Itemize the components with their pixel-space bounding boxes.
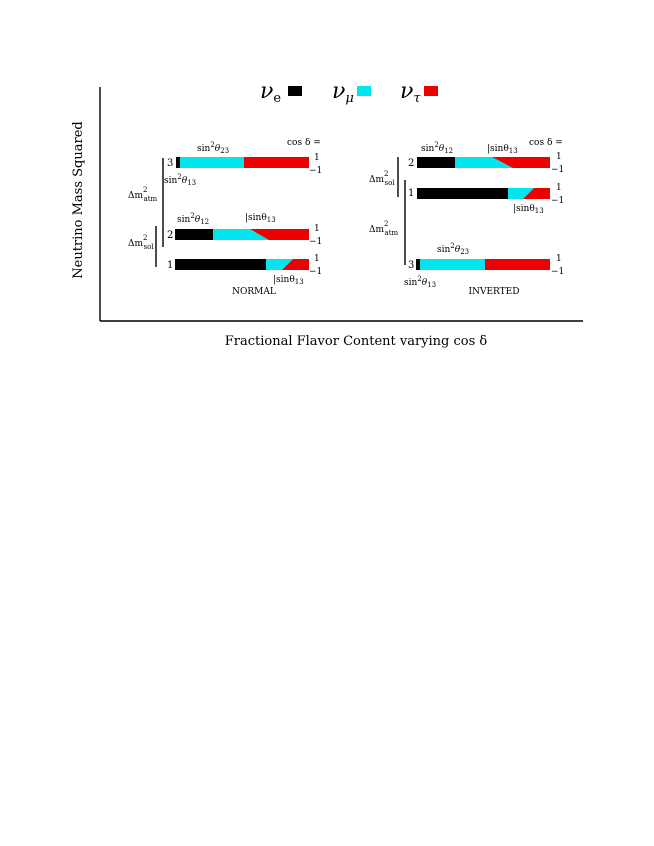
- inverted-l1-tau-segment: [523, 188, 550, 199]
- legend-nu-tau-swatch: [424, 86, 438, 96]
- normal-l3-cos-minus-one: −1: [309, 166, 322, 176]
- inverted-l1-cos-minus-one: −1: [551, 196, 564, 206]
- inverted-level-1-number: 1: [408, 188, 414, 199]
- inverted-l3-electron-segment: [416, 259, 420, 270]
- normal-l2-muon-segment: [213, 229, 269, 240]
- inverted-sin-theta13-label-b: |sinθ13: [513, 204, 544, 215]
- normal-dm-atm-label: Δm2 atm: [128, 186, 158, 203]
- normal-l1-electron-segment: [175, 259, 266, 270]
- inverted-dm-atm-label: Δm2 atm: [369, 220, 399, 237]
- inverted-sin2-theta13-label: sin2θ13: [404, 275, 436, 289]
- normal-l3-cos-one: 1: [314, 153, 320, 163]
- normal-level-1-bar: [175, 259, 309, 270]
- legend-nu-tau-label: ντ: [400, 79, 421, 106]
- inverted-level-3-bar: [416, 259, 550, 270]
- inverted-ordering-panel: sin2θ12 |sinθ13 cos δ = 2 1 −1 Δm2 sol Δm…: [369, 138, 564, 297]
- inverted-sin2-theta12-label: sin2θ12: [421, 141, 453, 155]
- x-axis-label: Fractional Flavor Content varying cos δ: [225, 334, 488, 349]
- normal-l3-electron-segment: [176, 157, 180, 168]
- normal-l1-cos-one: 1: [314, 254, 320, 264]
- inverted-l2-tau-segment: [492, 157, 550, 168]
- inverted-l2-cos-one: 1: [556, 152, 562, 162]
- normal-sin2-theta12-label: sin2θ12: [177, 212, 209, 226]
- inverted-level-3-number: 3: [408, 260, 414, 271]
- normal-l1-muon-segment: [266, 259, 293, 270]
- legend-nu-e-label: νe: [260, 79, 281, 106]
- normal-level-3-bar: [176, 157, 309, 168]
- normal-level-1-number: 1: [167, 260, 173, 271]
- normal-l2-tau-segment: [250, 229, 309, 240]
- normal-level-3-number: 3: [167, 158, 173, 169]
- normal-l1-cos-minus-one: −1: [309, 267, 322, 277]
- normal-sin2-theta13-label: sin2θ13: [164, 173, 196, 187]
- inverted-l3-tau-segment: [485, 259, 550, 270]
- normal-l2-cos-one: 1: [314, 224, 320, 234]
- inverted-l3-muon-segment: [420, 259, 485, 270]
- inverted-l2-electron-segment: [417, 157, 455, 168]
- inverted-title: INVERTED: [469, 287, 520, 297]
- normal-level-2-bar: [175, 229, 309, 240]
- legend: νe νμ ντ: [260, 79, 438, 106]
- inverted-sin2-theta23-label: sin2θ23: [437, 242, 469, 256]
- inverted-dm-sol-label: Δm2 sol: [369, 170, 395, 187]
- inverted-l1-electron-segment: [417, 188, 508, 199]
- normal-cos-delta-label: cos δ =: [287, 138, 321, 148]
- normal-l2-electron-segment: [175, 229, 213, 240]
- normal-l1-tau-segment: [282, 259, 309, 270]
- normal-l2-cos-minus-one: −1: [309, 237, 322, 247]
- inverted-level-2-number: 2: [408, 158, 414, 169]
- normal-sin-theta13-label-b: |sinθ13: [273, 275, 304, 286]
- inverted-l2-cos-minus-one: −1: [551, 165, 564, 175]
- inverted-l2-muon-segment: [455, 157, 513, 168]
- legend-nu-e-swatch: [288, 86, 302, 96]
- inverted-sin-theta13-label-a: |sinθ13: [487, 144, 518, 155]
- normal-level-2-number: 2: [167, 230, 173, 241]
- normal-l3-muon-segment: [180, 157, 244, 168]
- inverted-level-2-bar: [417, 157, 550, 168]
- normal-l3-tau-segment: [244, 157, 309, 168]
- normal-sin2-theta23-label: sin2θ23: [197, 141, 229, 155]
- normal-sin-theta13-label-a: |sinθ13: [245, 213, 276, 224]
- normal-dm-sol-label: Δm2 sol: [128, 234, 154, 251]
- inverted-cos-delta-label: cos δ =: [529, 138, 563, 148]
- legend-nu-mu-swatch: [357, 86, 371, 96]
- y-axis-label: Neutrino Mass Squared: [71, 121, 86, 279]
- normal-title: NORMAL: [232, 287, 276, 297]
- inverted-l1-muon-segment: [508, 188, 534, 199]
- inverted-l1-cos-one: 1: [556, 183, 562, 193]
- inverted-l3-cos-minus-one: −1: [551, 267, 564, 277]
- inverted-l3-cos-one: 1: [556, 254, 562, 264]
- inverted-level-1-bar: [417, 188, 550, 199]
- legend-nu-mu-label: νμ: [332, 79, 354, 106]
- normal-ordering-panel: 3 sin2θ23 sin2θ13 cos δ = 1 −1 Δm2 atm Δm…: [128, 138, 322, 297]
